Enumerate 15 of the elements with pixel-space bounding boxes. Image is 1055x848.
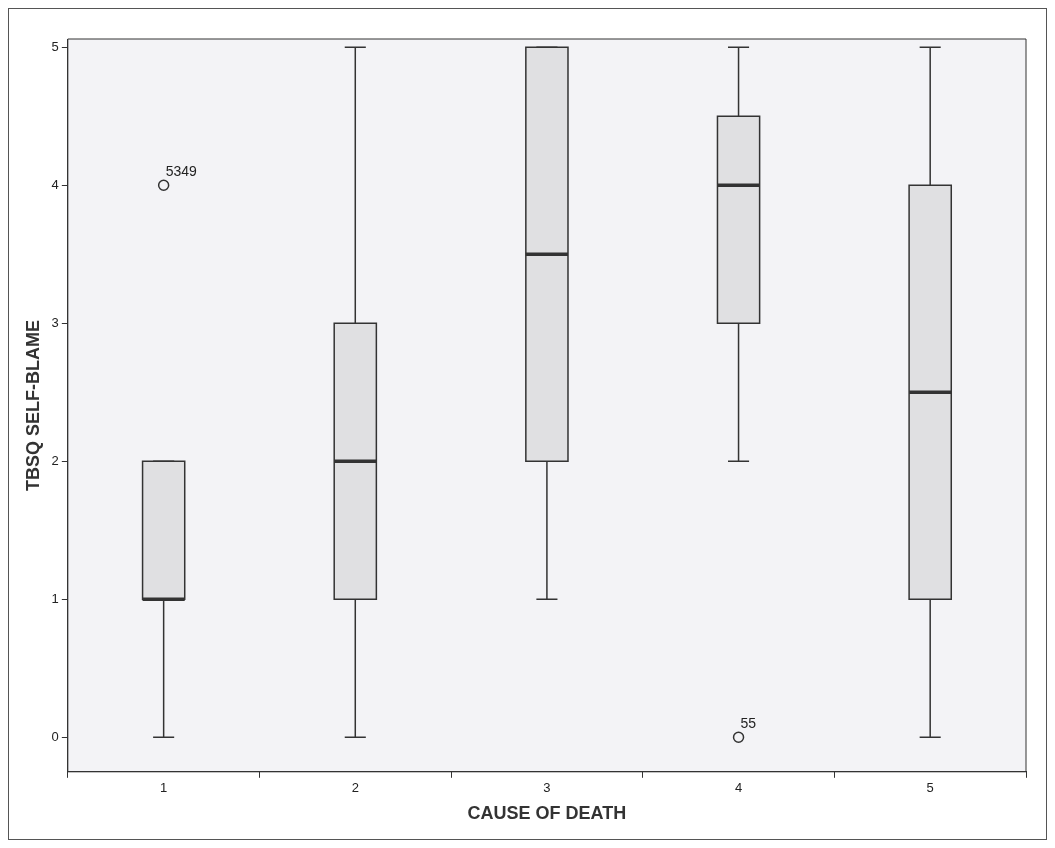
y-tick-label: 0 [51,728,59,744]
x-tick-label: 4 [734,780,743,796]
annotation: 5349 [165,163,198,180]
y-tick-label: 5 [51,38,59,54]
x-tick-label: 3 [543,780,551,796]
y-tick-label: 1 [51,590,59,606]
y-tick-label: 4 [51,176,59,192]
annotation: 55 [740,715,757,732]
y-tick-label: 3 [51,314,59,330]
y-tick-label: 2 [51,452,59,468]
x-axis-title: CAUSE OF DEATH [467,803,627,824]
x-tick-label: 5 [926,780,934,796]
x-tick-label: 2 [351,780,359,796]
y-axis-title: TBSQ SELF-BLAME [22,319,43,491]
x-tick-label: 1 [160,780,168,796]
